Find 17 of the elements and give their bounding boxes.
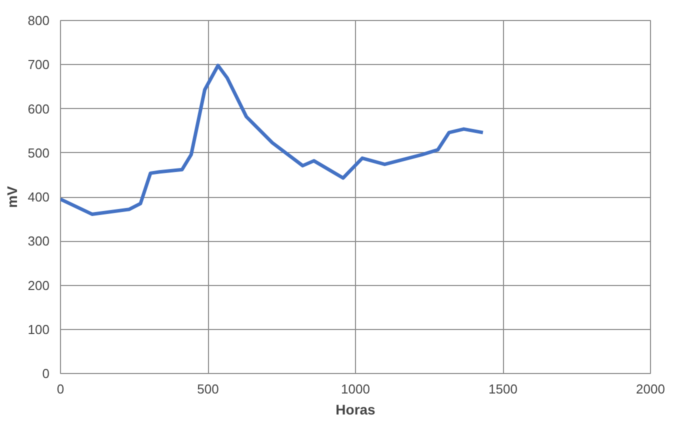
y-tick-label: 0 [42,366,50,381]
x-tick-label: 2000 [636,382,665,396]
y-tick-label: 500 [28,145,50,160]
y-tick-label: 400 [28,190,50,204]
x-tick-label: 0 [56,382,64,396]
x-tick-label: 1500 [488,382,518,396]
y-tick-label: 800 [28,13,50,28]
x-tick-label: 500 [197,382,219,396]
x-tick-label: 1000 [341,382,370,396]
y-axis-title: mV [4,185,20,208]
y-tick-label: 200 [28,278,50,293]
y-tick-label: 700 [28,57,50,72]
y-tick-label: 600 [28,101,50,116]
y-tick-label: 300 [28,234,50,249]
y-tick-label: 100 [28,322,50,337]
line-series [60,64,485,216]
x-axis-title: Horas [336,402,376,418]
